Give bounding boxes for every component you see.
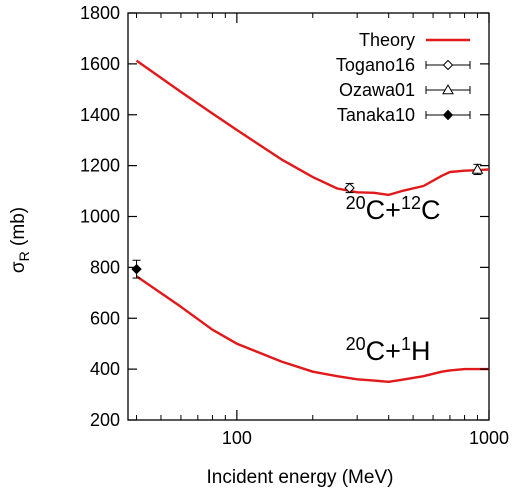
x-tick-label: 100 xyxy=(222,428,252,448)
data-point-ozawa01 xyxy=(471,163,484,174)
reaction-element: H xyxy=(411,336,431,366)
reaction-mass-number: 1 xyxy=(401,334,411,354)
y-tick-label: 800 xyxy=(90,257,120,277)
data-point-togano16 xyxy=(344,182,355,194)
legend-label: Ozawa01 xyxy=(339,80,415,100)
legend-label: Tanaka10 xyxy=(337,105,415,125)
legend-label: Theory xyxy=(359,30,415,50)
reaction-element: C+ xyxy=(366,195,401,225)
y-axis-symbol: σ xyxy=(8,261,29,273)
y-tick-label: 1600 xyxy=(80,54,120,74)
legend-marker xyxy=(442,59,454,71)
reaction-element: C+ xyxy=(366,336,401,366)
y-axis-unit: (mb) xyxy=(8,207,29,251)
reaction-label-c12: 20C+12C xyxy=(346,193,441,225)
y-tick-label: 1000 xyxy=(80,207,120,227)
reaction-mass-number: 20 xyxy=(346,334,366,354)
y-tick-label: 400 xyxy=(90,359,120,379)
data-point-tanaka10 xyxy=(131,263,142,275)
legend-label: Togano16 xyxy=(336,55,415,75)
theory-curve-2 xyxy=(135,275,489,383)
theory-curve-1 xyxy=(135,59,490,197)
x-tick-label: 1000 xyxy=(469,428,509,448)
y-tick-label: 200 xyxy=(90,410,120,430)
y-tick-label: 1200 xyxy=(80,156,120,176)
y-tick-label: 1400 xyxy=(80,105,120,125)
reaction-mass-number: 12 xyxy=(401,193,421,213)
legend-marker xyxy=(442,83,454,95)
reaction-label-h1: 20C+1H xyxy=(346,334,431,366)
x-axis-title: Incident energy (MeV) xyxy=(207,467,394,488)
data-points xyxy=(131,163,484,279)
reaction-element: C xyxy=(421,195,441,225)
y-tick-label: 1800 xyxy=(80,3,120,23)
curves xyxy=(135,59,490,383)
axes: 200 400 600 800 1000 1200 1400 1600 1800 100 1000 xyxy=(80,3,509,448)
y-axis-subscript: R xyxy=(16,251,32,261)
y-axis-title: σR (mb) xyxy=(8,207,32,273)
reaction-mass-number: 20 xyxy=(346,193,366,213)
legend-marker xyxy=(442,109,454,121)
y-tick-label: 600 xyxy=(90,308,120,328)
legend: Theory Togano16 Ozawa01 Tanaka10 xyxy=(336,30,471,125)
